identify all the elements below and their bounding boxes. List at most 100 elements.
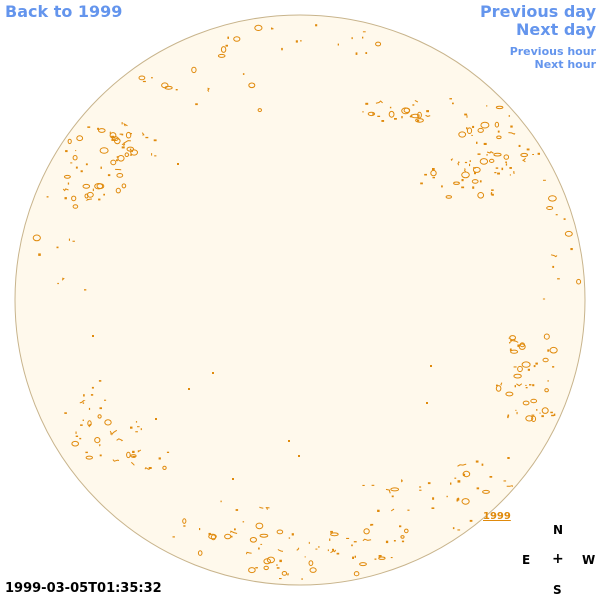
contour-speck [130,149,139,156]
next-day-link[interactable]: Next day [516,20,596,39]
contour-speck [126,451,131,459]
contour-speck [177,163,179,165]
contour-speck [248,82,256,89]
contour-speck [495,105,504,110]
contour-speck [497,130,500,133]
contour-speck [381,120,385,122]
compass-south: S [553,583,562,597]
contour-speck [526,148,530,151]
contour-speck [255,567,258,569]
contour-speck [542,357,549,363]
contour-speck [288,537,291,539]
contour-speck [121,146,125,149]
contour-speck [32,234,41,242]
contour-speck [141,132,145,136]
contour-speck [351,37,353,40]
contour-speck [46,196,49,198]
contour-speck [112,459,120,462]
contour-speck [227,36,229,39]
contour-speck [394,118,397,120]
contour-speck [107,174,111,177]
previous-day-link[interactable]: Previous day [479,2,596,21]
contour-speck [486,154,488,156]
contour-speck [111,429,118,436]
contour-speck [111,135,114,138]
contour-speck [457,463,467,467]
compass-west: W [582,553,596,567]
contour-speck [137,449,142,453]
contour-speck [521,361,531,368]
contour-speck [416,119,420,122]
contour-speck [232,478,234,480]
contour-speck [259,506,264,509]
contour-speck [481,463,484,466]
contour-speck [553,413,556,416]
contour-speck [549,346,558,354]
contour-speck [166,451,170,453]
contour-speck [82,419,84,421]
contour-speck [461,186,465,189]
contour-speck [452,527,455,530]
contour-speck [276,567,280,569]
contour-speck [242,521,245,523]
contour-speck [513,170,515,174]
contour-speck [576,278,582,285]
contour-speck [129,148,132,151]
observation-timestamp: 1999-03-05T01:35:32 [5,581,162,596]
contour-speck [67,182,70,185]
contour-speck [529,384,532,386]
contour-speck [151,153,153,156]
contour-speck [359,562,367,567]
contour-speck [496,135,502,140]
contour-speck [385,488,391,494]
contour-speck [80,170,83,173]
contour-speck [56,246,59,249]
contour-speck [496,384,498,387]
contour-speck [509,348,512,351]
contour-speck [318,546,320,548]
year-label-link[interactable]: 1999 [483,511,511,522]
contour-speck [508,337,511,339]
contour-speck [513,366,517,368]
back-to-year-link[interactable]: Back to 1999 [5,2,123,21]
previous-hour-link[interactable]: Previous hour [509,45,596,58]
contour-speck [450,158,454,161]
contour-speck [255,522,264,530]
contour-speck [208,532,211,535]
contour-speck [68,238,70,241]
contour-speck [259,533,269,538]
contour-speck [263,565,269,571]
contour-speck [525,387,528,389]
contour-speck [552,265,555,268]
contour-speck [531,415,537,422]
contour-speck [472,186,475,189]
contour-speck [90,394,94,396]
contour-speck [115,168,122,171]
contour-speck [132,450,135,453]
contour-speck [94,437,101,444]
contour-speck [495,385,502,392]
contour-speck [456,498,460,501]
contour-speck [399,525,402,528]
contour-speck [76,135,84,142]
contour-speck [393,540,396,542]
contour-speck [103,193,105,196]
contour-speck [272,28,274,30]
contour-speck [98,380,102,382]
contour-speck [473,167,476,169]
solar-disk [14,14,586,586]
contour-speck [452,102,454,105]
contour-speck [508,340,513,344]
contour-speck [130,426,133,429]
contour-speck [513,373,522,379]
contour-speck [315,24,318,27]
next-hour-link[interactable]: Next hour [534,58,597,71]
contour-speck [378,556,386,560]
contour-speck [182,518,187,524]
contour-speck [116,159,118,162]
contour-speck [532,154,534,155]
contour-speck [126,146,135,152]
contour-speck [86,191,94,198]
contour-speck [510,125,513,128]
contour-speck [109,132,117,139]
